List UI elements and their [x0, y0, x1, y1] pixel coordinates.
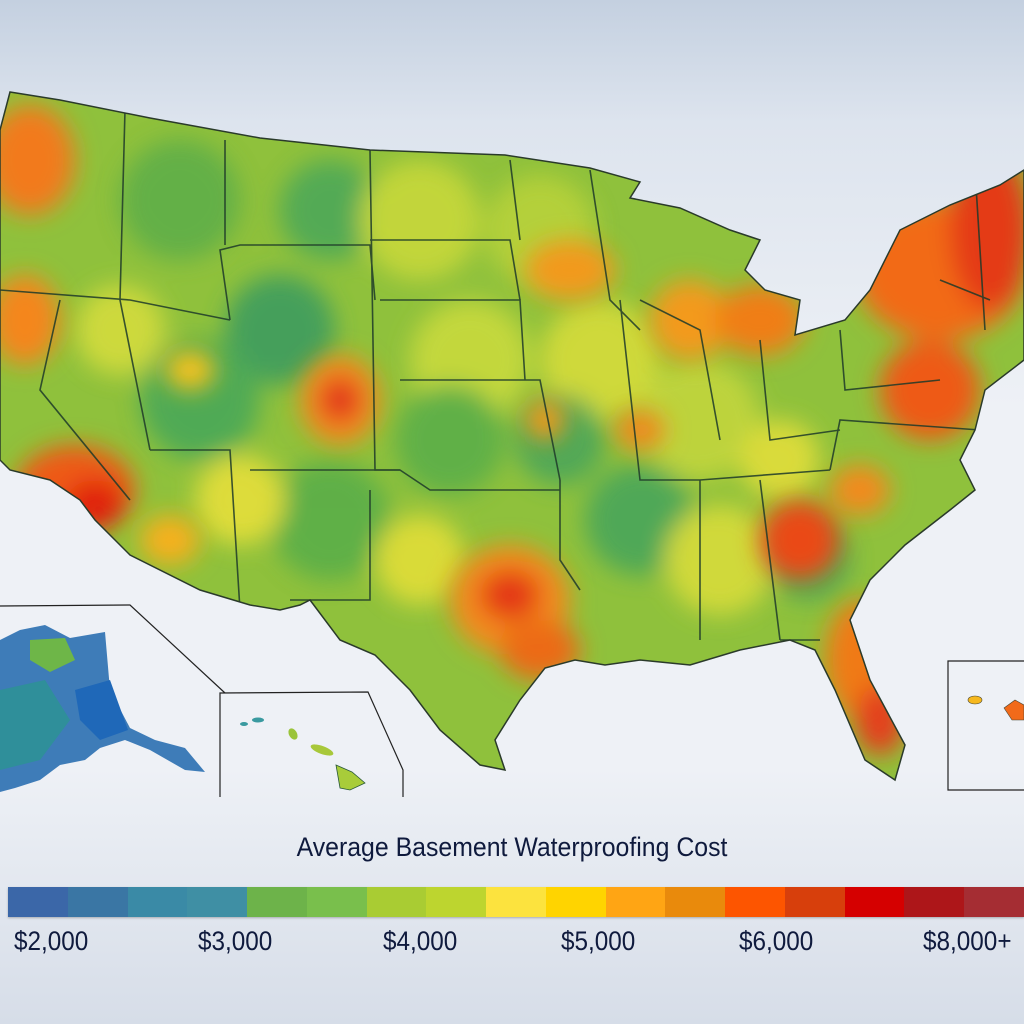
hawaii-inset-left	[219, 691, 404, 797]
legend-label-3000: $3,000	[198, 926, 273, 956]
legend-label-8000-plus: $8,000+	[923, 926, 1012, 956]
legend-swatch	[725, 887, 785, 917]
legend-swatch	[127, 887, 188, 917]
legend-swatch	[964, 887, 1024, 917]
legend-swatch	[486, 887, 546, 917]
map-title: Average Basement Waterproofing Cost	[296, 832, 728, 862]
legend-swatch	[366, 887, 427, 917]
alaska-inset	[0, 604, 226, 792]
legend-swatch	[844, 887, 905, 917]
legend-swatch	[665, 887, 726, 917]
legend-swatch	[426, 887, 487, 917]
legend-label-5000: $5,000	[561, 926, 636, 956]
legend-swatch	[545, 887, 606, 917]
legend-swatch	[247, 887, 307, 917]
hawaii-inset-right	[947, 660, 1024, 791]
legend-swatch	[784, 887, 845, 917]
legend-swatch	[904, 887, 965, 917]
legend-swatch	[8, 887, 68, 917]
legend-labels: $2,000 $3,000 $4,000 $5,000 $6,000 $8,00…	[0, 926, 1024, 960]
legend-label-6000: $6,000	[739, 926, 814, 956]
legend-label-2000: $2,000	[14, 926, 89, 956]
legend-swatch	[605, 887, 666, 917]
legend-swatch	[67, 887, 128, 917]
us-choropleth-map	[0, 91, 1024, 797]
legend-label-4000: $4,000	[383, 926, 458, 956]
legend-swatch	[306, 887, 367, 917]
legend-swatch	[187, 887, 248, 917]
color-scale-legend	[8, 887, 1024, 917]
